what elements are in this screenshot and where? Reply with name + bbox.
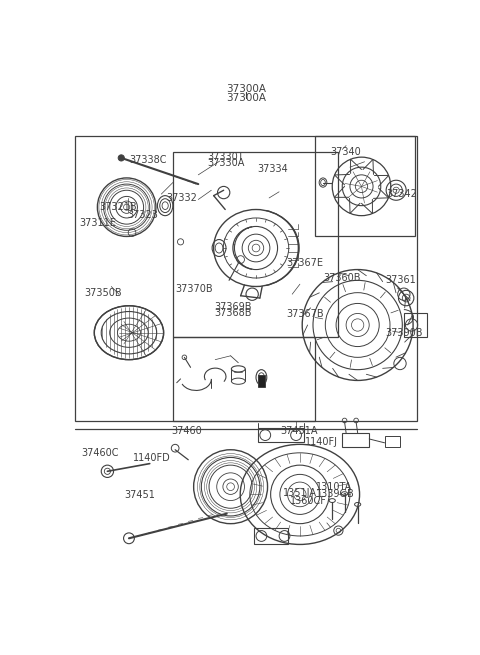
Bar xyxy=(315,136,415,236)
Text: 1310TA: 1310TA xyxy=(315,482,352,492)
Circle shape xyxy=(118,155,124,161)
Text: 37367B: 37367B xyxy=(287,309,324,319)
Text: 37330A: 37330A xyxy=(207,159,245,168)
Text: 37350B: 37350B xyxy=(84,288,122,298)
Text: 37451: 37451 xyxy=(125,490,156,500)
Bar xyxy=(173,337,315,421)
Text: 1140FD: 1140FD xyxy=(132,453,170,463)
Bar xyxy=(258,428,304,442)
Text: 37323: 37323 xyxy=(127,210,158,220)
Text: 37360B: 37360B xyxy=(323,273,360,283)
Text: 37330T: 37330T xyxy=(207,152,244,162)
Text: 1140FJ: 1140FJ xyxy=(305,437,338,447)
Bar xyxy=(384,436,400,447)
Text: 37334: 37334 xyxy=(257,164,288,174)
Text: 37460: 37460 xyxy=(171,426,202,436)
Text: 37342: 37342 xyxy=(386,189,417,198)
Bar xyxy=(404,314,427,337)
Text: 37300A: 37300A xyxy=(226,93,266,103)
Text: 37321B: 37321B xyxy=(100,202,137,212)
Text: 37340: 37340 xyxy=(330,147,361,157)
Text: 37338C: 37338C xyxy=(130,155,167,165)
Text: 37332: 37332 xyxy=(167,193,197,203)
Text: 37361: 37361 xyxy=(386,275,417,286)
Bar xyxy=(254,527,288,544)
Text: 37367E: 37367E xyxy=(286,257,323,268)
Text: 1339GB: 1339GB xyxy=(315,489,354,499)
Bar xyxy=(258,375,265,387)
Bar xyxy=(173,152,338,337)
Bar xyxy=(75,136,417,421)
Text: 37460C: 37460C xyxy=(82,448,119,458)
Text: 37311E: 37311E xyxy=(80,218,117,229)
Text: 37369B: 37369B xyxy=(215,301,252,312)
Bar xyxy=(342,433,369,447)
Text: 1360CF: 1360CF xyxy=(290,496,327,506)
Text: 37451A: 37451A xyxy=(280,426,318,436)
Text: 37368B: 37368B xyxy=(215,308,252,318)
Bar xyxy=(258,375,265,387)
Text: 37390B: 37390B xyxy=(386,328,423,338)
Text: 37370B: 37370B xyxy=(175,284,213,294)
Text: 1351JA: 1351JA xyxy=(283,488,317,498)
Text: 37300A: 37300A xyxy=(226,84,266,94)
